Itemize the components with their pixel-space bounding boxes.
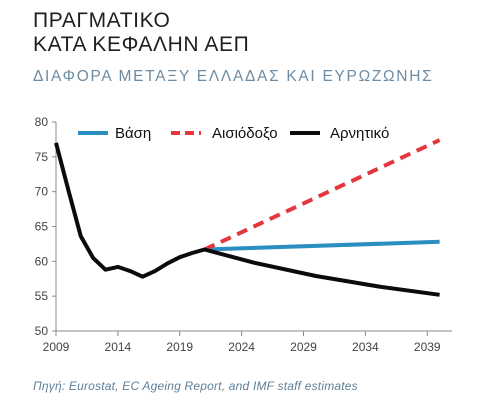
x-tick-label: 2009	[43, 340, 70, 354]
y-tick-label: 50	[35, 324, 49, 338]
source-note: Πηγή: Eurostat, EC Ageing Report, and IM…	[33, 379, 358, 393]
series-line-2	[203, 138, 441, 252]
legend-label-3: Αρνητικό	[330, 125, 389, 142]
y-tick-label: 75	[35, 150, 49, 164]
chart-subtitle: ΔΙΑΦΟΡΑ ΜΕΤΑΞΥ ΕΛΛΑΔΑΣ ΚΑΙ ΕΥΡΩΖΩΝΗΣ	[33, 68, 434, 85]
x-tick-label: 2024	[228, 340, 255, 354]
legend-label-2: Αισιόδοξο	[212, 125, 278, 142]
legend-label-1: Βάση	[115, 125, 151, 142]
y-tick-label: 80	[35, 115, 49, 129]
y-tick-label: 60	[35, 254, 49, 268]
chart-series-layer	[54, 138, 441, 297]
x-tick-label: 2019	[166, 340, 193, 354]
chart-title: ΠΡΑΓΜΑΤΙΚΟ ΚΑΤΑ ΚΕΦΑΛΗΝ ΑΕΠ	[33, 9, 249, 57]
y-tick-label: 65	[35, 220, 49, 234]
x-tick-label: 2029	[290, 340, 317, 354]
series-line-3	[54, 142, 440, 297]
series-line-1	[204, 239, 440, 252]
chart-legend: Βάση Αισιόδοξο Αρνητικό	[78, 125, 389, 142]
title-line-2: ΚΑΤΑ ΚΕΦΑΛΗΝ ΑΕΠ	[33, 33, 250, 56]
x-tick-label: 2014	[105, 340, 132, 354]
chart-axes: 50 55 60 65 70 75 80 2009 2014 2019 2024 2029 2034 20…	[35, 115, 452, 354]
y-tick-label: 55	[35, 289, 49, 303]
y-tick-label: 70	[35, 185, 49, 199]
x-tick-label: 2034	[352, 340, 379, 354]
title-line-1: ΠΡΑΓΜΑΤΙΚΟ	[33, 9, 171, 32]
x-tick-label: 2039	[414, 340, 441, 354]
